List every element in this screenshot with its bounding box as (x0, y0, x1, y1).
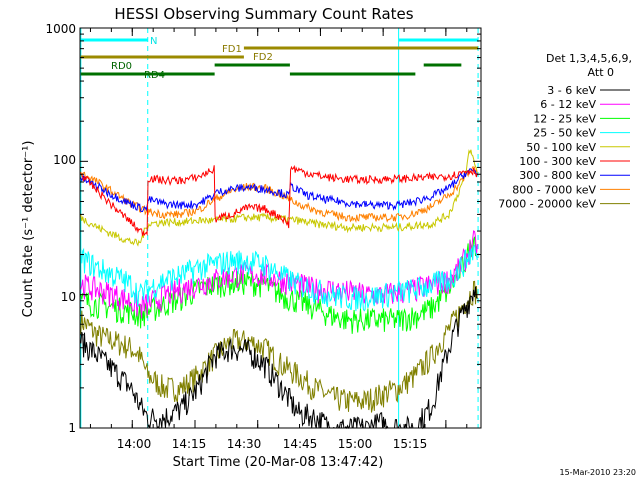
plot-area (80, 28, 479, 430)
legend-label-100-300-kev: 100 - 300 keV (519, 155, 596, 168)
flag-label-rd0: RD0 (111, 61, 132, 72)
legend-label-3-6-kev: 3 - 6 keV (547, 84, 596, 97)
series-line-6-12-kev (80, 230, 478, 319)
series-line-800-7000-kev (80, 166, 478, 223)
x-tick-labels: 14:00 14:15 14:30 14:45 15:00 15:15 (117, 437, 428, 451)
legend-label-50-100-kev: 50 - 100 keV (526, 141, 596, 154)
x-tick-label-1445: 14:45 (283, 437, 318, 451)
series-line-100-300-kev (80, 164, 478, 236)
series-line-12-25-kev (80, 236, 478, 334)
x-tick-label-1515: 15:15 (393, 437, 428, 451)
x-tick-label-1400: 14:00 (117, 437, 152, 451)
series-line-7000-20000-kev (80, 280, 478, 413)
legend-label-6-12-kev: 6 - 12 keV (540, 98, 596, 111)
y-tick-label-1: 1 (68, 421, 76, 435)
legend-subtitle: Att 0 (588, 66, 614, 79)
legend-title: Det 1,3,4,5,6,9, (546, 52, 632, 65)
y-tick-labels: 1 10 100 1000 (45, 22, 76, 435)
series-line-25-50-kev (80, 244, 478, 312)
footer-timestamp: 15-Mar-2010 23:20 (560, 468, 637, 477)
y-axis-label-text: Count Rate (s⁻¹ detector⁻¹) (21, 141, 36, 318)
legend-label-800-7000-kev: 800 - 7000 keV (512, 183, 596, 196)
y-tick-label-1000: 1000 (45, 22, 76, 36)
legend-label-25-50-kev: 25 - 50 keV (533, 127, 596, 140)
legend-label-12-25-kev: 12 - 25 keV (533, 112, 596, 125)
x-tick-label-1500: 15:00 (338, 437, 373, 451)
legend-label-300-800-kev: 300 - 800 keV (519, 169, 596, 182)
x-tick-label-1430: 14:30 (227, 437, 262, 451)
y-tick-label-100: 100 (53, 153, 76, 167)
plot-frame (79, 27, 482, 429)
flag-label-fd2: FD2 (253, 52, 273, 63)
chart-title: HESSI Observing Summary Count Rates (114, 5, 413, 23)
x-axis-label: Start Time (20-Mar-08 13:47:42) (173, 455, 384, 470)
y-axis-label: Count Rate (s⁻¹ detector⁻¹) (21, 141, 36, 318)
x-tick-label-1415: 14:15 (172, 437, 207, 451)
y-tick-label-10: 10 (61, 290, 76, 304)
series-line-3-6-kev (80, 286, 478, 430)
flag-label-n: N (150, 36, 157, 47)
legend-label-7000-20000-kev: 7000 - 20000 keV (498, 198, 596, 211)
axis-ticks (80, 28, 481, 429)
series-line-300-800-kev (80, 168, 478, 213)
flag-label-fd1: FD1 (222, 44, 242, 55)
